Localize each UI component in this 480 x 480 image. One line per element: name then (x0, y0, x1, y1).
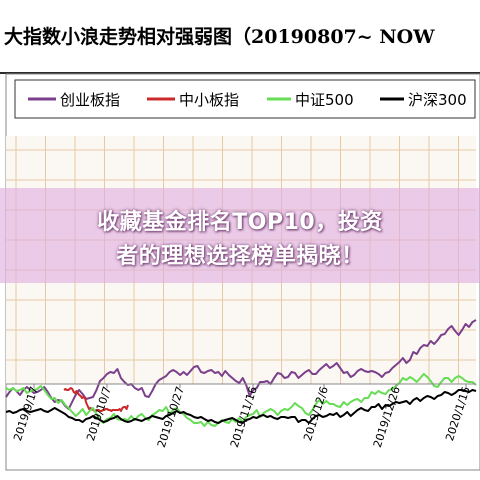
banner-line-2: 者的理想选择榜单揭晓！ (116, 244, 364, 269)
overlay-banner: 收藏基金排名TOP10，投资 者的理想选择榜单揭晓！ (0, 188, 480, 283)
legend-label: 中小板指 (179, 91, 239, 109)
chart-title: 大指数小浪走势相对强弱图（20190807~ NOW (4, 26, 435, 48)
series-line (5, 389, 477, 424)
series-line (63, 387, 129, 412)
legend: 创业板指 中小板指 中证500 沪深300 (28, 91, 467, 109)
banner-line-1: 收藏基金排名TOP10，投资 (97, 210, 383, 235)
title-divider (0, 72, 480, 74)
legend-label: 中证500 (295, 91, 354, 109)
legend-label: 沪深300 (408, 91, 467, 109)
legend-label: 创业板指 (60, 91, 120, 109)
